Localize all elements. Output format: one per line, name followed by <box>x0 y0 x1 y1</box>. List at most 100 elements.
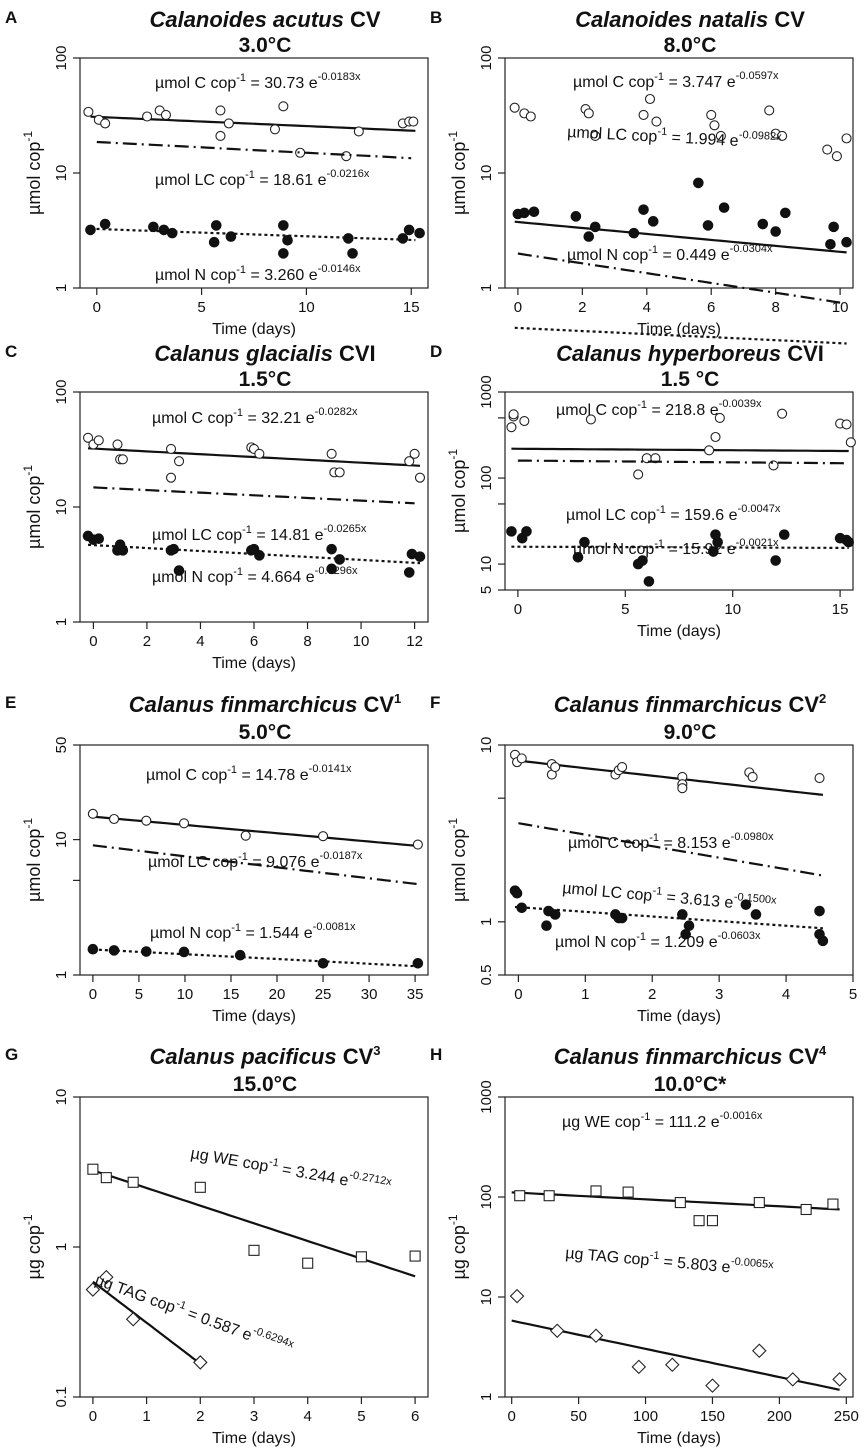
data-point <box>521 526 532 537</box>
x-tick-label: 6 <box>707 299 715 316</box>
y-axis-label-superscript: -1 <box>446 1214 460 1225</box>
data-point <box>87 808 98 819</box>
equation-label: µg WE cop-1 = 111.2 e-0.0016x <box>562 1110 763 1131</box>
data-point <box>702 220 714 231</box>
temperature-label: 5.0°C <box>239 721 292 744</box>
data-point <box>764 105 775 116</box>
fit-line <box>511 447 849 453</box>
data-point <box>87 1163 99 1175</box>
series-1: µmol LC cop-1 = 1.994 e-0.0982x <box>517 124 841 304</box>
chart-title: Calanus finmarchicus CV2 <box>554 691 827 717</box>
equation-label: µg TAG cop-1 = 5.803 e-0.0065x <box>565 1241 775 1280</box>
equation-quantity: µmol N cop <box>150 925 231 942</box>
equation-unit-superscript: -1 <box>652 885 663 898</box>
data-point <box>528 206 540 218</box>
equation-coefficient: = 1.994 e <box>667 129 740 150</box>
equation-coefficient: = 3.244 e <box>276 1161 350 1190</box>
stage-label: CV <box>782 692 819 717</box>
data-point <box>109 813 120 825</box>
equation-exponent: -0.0047x <box>738 503 781 515</box>
data-point <box>87 943 99 955</box>
series-0: µmol C cop-1 = 218.8 e-0.0039x <box>506 398 856 480</box>
x-tick-label: 30 <box>361 986 378 1003</box>
x-tick-label: 1 <box>581 986 589 1003</box>
y-tick-label: 1 <box>53 1243 70 1251</box>
y-tick-label: 1 <box>53 284 70 292</box>
x-tick-label: 2 <box>143 633 151 650</box>
y-axis-label: µmol cop-1 <box>446 131 469 215</box>
equation-exponent: -0.0597x <box>736 70 779 82</box>
data-point <box>519 415 530 427</box>
y-tick-label: 10 <box>478 737 495 754</box>
equation-label: µmol N cop-1 = 4.664 e-0.0296x <box>152 565 358 586</box>
data-point <box>579 536 590 548</box>
y-axis-label-text: µmol cop <box>449 829 469 902</box>
equation-label: µmol N cop-1 = 1.544 e-0.0081x <box>150 921 356 942</box>
equation-unit-superscript: -1 <box>236 72 246 84</box>
panel-letter: H <box>430 1045 442 1064</box>
x-tick-label: 4 <box>782 986 790 1003</box>
equation-label: µg WE cop-1 = 3.244 e-0.2712x <box>189 1141 393 1197</box>
equation-quantity: µmol C cop <box>568 835 649 852</box>
data-point <box>99 1269 114 1285</box>
equation-coefficient: = 1.209 e <box>646 934 718 951</box>
data-point <box>412 958 424 969</box>
y-tick-label: 1 <box>478 918 495 926</box>
equation-label: µmol C cop-1 = 30.73 e-0.0183x <box>155 71 361 92</box>
data-point <box>785 1372 801 1387</box>
equation-quantity: µmol C cop <box>155 75 236 92</box>
fit-line <box>517 252 841 304</box>
data-point <box>628 227 640 239</box>
series-0: µg WE cop-1 = 3.244 e-0.2712x <box>87 1141 421 1278</box>
data-point <box>519 207 530 219</box>
equation-label: µmol LC cop-1 = 9.076 e-0.0187x <box>148 850 363 871</box>
data-point <box>343 233 354 244</box>
x-axis-label: Time (days) <box>212 321 296 338</box>
y-axis-label: µg cop-1 <box>21 1214 44 1279</box>
fit-line <box>93 486 415 505</box>
x-tick-label: 2 <box>578 299 586 316</box>
y-tick-label: 1000 <box>478 1080 495 1113</box>
equation-coefficient: = 4.664 e <box>243 569 315 586</box>
data-point <box>590 130 601 141</box>
fit-line <box>514 326 847 345</box>
species-name: Calanus glacialis <box>154 341 333 366</box>
x-tick-label: 0 <box>514 986 522 1003</box>
data-point <box>704 445 715 456</box>
chart-title: Calanoides acutus CV <box>149 7 380 32</box>
data-point <box>550 762 561 773</box>
series-1: µg TAG cop-1 = 5.803 e-0.0065x <box>509 1241 847 1393</box>
equation-quantity: µg WE cop <box>189 1145 269 1175</box>
data-point <box>278 248 289 259</box>
data-point <box>644 93 656 105</box>
data-point <box>100 118 111 129</box>
data-point <box>827 1198 839 1210</box>
fit-line <box>511 545 849 550</box>
data-point <box>814 773 825 784</box>
fit-line <box>92 844 419 886</box>
data-point <box>845 437 856 448</box>
data-point <box>814 905 825 917</box>
y-tick-label: 1 <box>53 618 70 626</box>
data-point <box>750 909 762 920</box>
x-axis-label: Time (days) <box>637 1008 721 1025</box>
data-point <box>622 1186 634 1198</box>
data-point <box>817 935 829 947</box>
y-tick-label: 1 <box>478 284 495 292</box>
data-point <box>409 448 420 459</box>
equation-exponent: -0.0141x <box>309 763 352 775</box>
species-name: Calanoides acutus <box>149 7 343 32</box>
equation-unit-superscript: -1 <box>227 764 237 776</box>
data-point <box>541 920 552 932</box>
y-tick-label: 10 <box>53 165 70 182</box>
x-tick-label: 20 <box>269 986 286 1003</box>
equation-quantity: µmol N cop <box>152 569 233 586</box>
data-point <box>777 130 788 141</box>
data-point <box>706 1215 719 1227</box>
y-tick-label: 10 <box>53 831 70 848</box>
data-point <box>590 1185 602 1197</box>
equation-exponent: -0.0980x <box>731 831 774 843</box>
x-tick-label: 5 <box>135 986 143 1003</box>
data-point <box>525 111 536 122</box>
